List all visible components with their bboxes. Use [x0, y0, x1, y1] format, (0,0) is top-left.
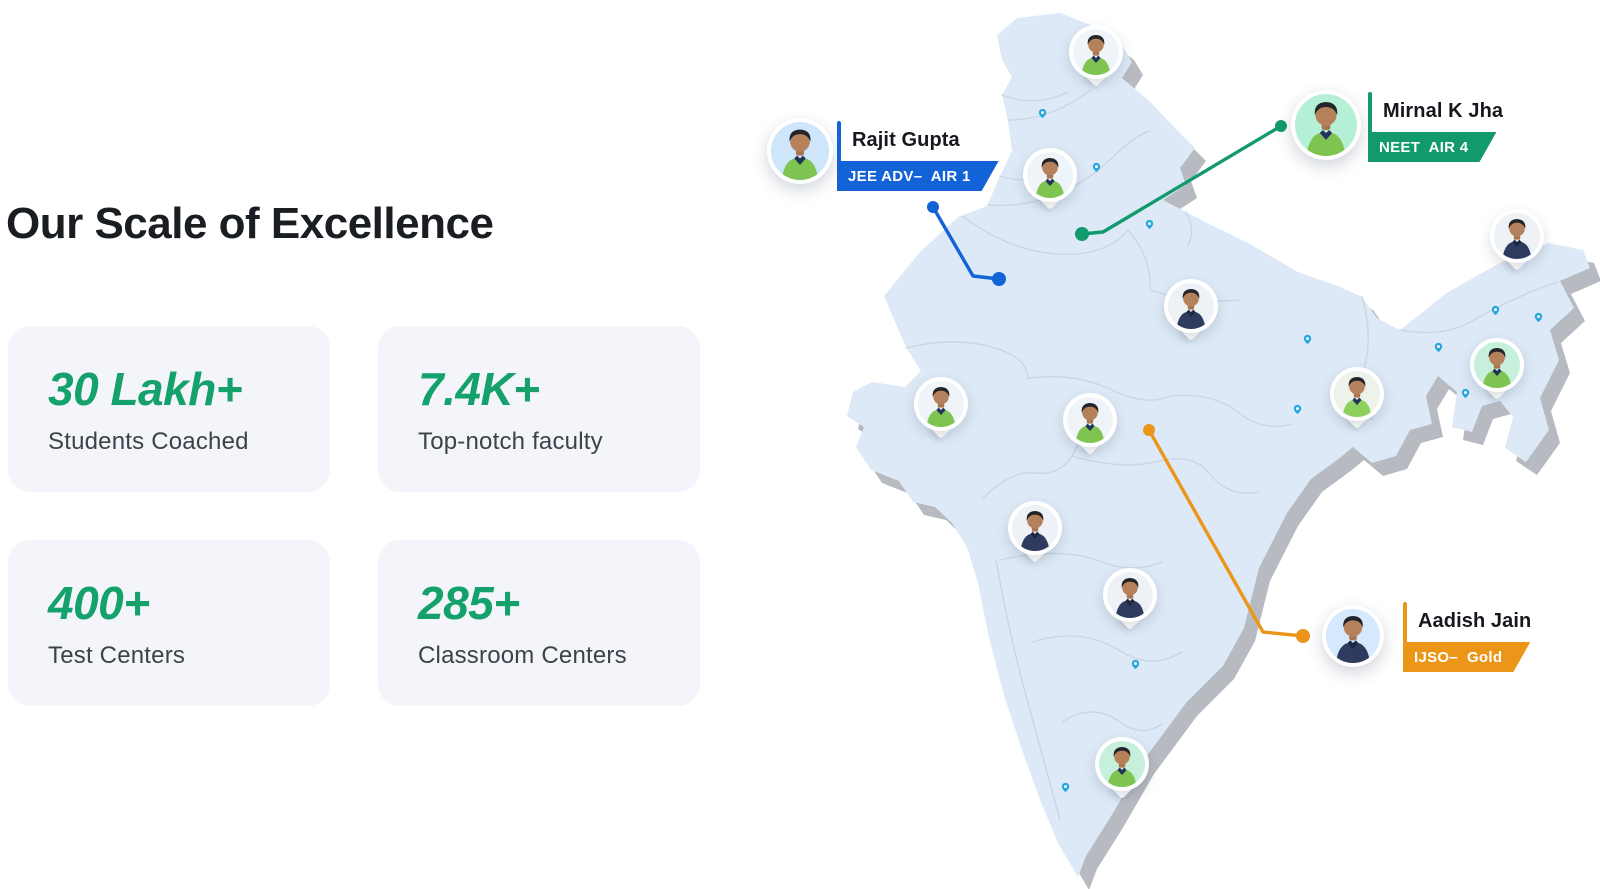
- location-pin-icon: [1533, 311, 1544, 324]
- callout-accent-line: [1403, 602, 1407, 647]
- connector-dot: [1296, 629, 1310, 643]
- stat-card-students-coached: 30 Lakh+ Students Coached: [1, 326, 330, 492]
- location-pin-icon: [1060, 781, 1071, 794]
- stat-value: 285+: [418, 577, 520, 629]
- connector-line: [1147, 428, 1305, 638]
- callout-accent-line: [1368, 92, 1372, 137]
- student-avatar-marker: [1023, 148, 1077, 211]
- topper-name: Aadish Jain: [1418, 610, 1532, 632]
- stat-value: 30 Lakh+: [48, 363, 243, 415]
- student-avatar-marker: [1470, 338, 1524, 401]
- student-photo: [1107, 572, 1153, 618]
- student-photo: [918, 381, 964, 427]
- student-photo: [1067, 397, 1113, 443]
- india-landmass: [847, 13, 1590, 877]
- student-photo: [1494, 213, 1540, 259]
- topper-callout-aadish-jain: Aadish Jain IJSO– Gold: [1403, 601, 1531, 672]
- connector-line: [1080, 124, 1283, 236]
- location-pin-icon: [1144, 218, 1155, 231]
- student-avatar-marker: [1103, 568, 1157, 631]
- topper-avatar-rajit-gupta: [767, 118, 833, 184]
- topper-photo: [1326, 609, 1380, 663]
- connector-lines: [927, 120, 1310, 643]
- achievement-badge: NEET AIR 4: [1368, 132, 1496, 162]
- connector-dot: [992, 272, 1006, 286]
- student-photo: [1334, 371, 1380, 417]
- location-pin-icon: [1433, 341, 1444, 354]
- topper-name: Mirnal K Jha: [1383, 100, 1504, 122]
- stat-card-faculty: 7.4K+ Top-notch faculty: [371, 326, 700, 492]
- topper-photo: [771, 122, 829, 180]
- student-avatar-marker: [1069, 25, 1123, 88]
- student-avatar-marker: [1164, 279, 1218, 342]
- callout-accent-line: [837, 121, 841, 166]
- student-avatar-marker: [1063, 393, 1117, 456]
- student-photo: [1474, 342, 1520, 388]
- connector-dot: [927, 201, 939, 213]
- student-photo: [1168, 283, 1214, 329]
- student-avatar-marker: [914, 377, 968, 440]
- student-avatar-marker: [1330, 367, 1384, 430]
- location-pin-icon: [1302, 333, 1313, 346]
- student-photo: [1073, 29, 1119, 75]
- stat-card-test-centers: 400+ Test Centers: [1, 540, 330, 706]
- connector-dot: [1143, 424, 1155, 436]
- location-pin-icon: [1490, 304, 1501, 317]
- stat-value: 400+: [48, 577, 150, 629]
- page-title: Our Scale of Excellence: [6, 199, 494, 249]
- connector-line: [931, 205, 1001, 281]
- stat-label: Test Centers: [48, 642, 186, 669]
- achievement-badge: JEE ADV– AIR 1: [837, 161, 999, 191]
- student-photo: [1099, 741, 1145, 787]
- topper-name: Rajit Gupta: [852, 129, 960, 151]
- stat-label: Classroom Centers: [418, 642, 627, 669]
- topper-callout-rajit-gupta: Rajit Gupta JEE ADV– AIR 1: [837, 120, 999, 191]
- student-photo: [1027, 152, 1073, 198]
- student-avatar-marker: [1490, 209, 1544, 272]
- location-pin-icon: [1091, 161, 1102, 174]
- student-avatar-marker: [1095, 737, 1149, 800]
- location-pin-icon: [1460, 387, 1471, 400]
- topper-callout-mirnal-k-jha: Mirnal K Jha NEET AIR 4: [1368, 91, 1503, 162]
- achievement-badge: IJSO– Gold: [1403, 642, 1530, 672]
- topper-avatar-mirnal-k-jha: [1291, 90, 1361, 160]
- location-pin-icon: [1130, 658, 1141, 671]
- stat-value: 7.4K+: [418, 363, 540, 415]
- stat-label: Top-notch faculty: [418, 428, 603, 455]
- state-borders: [905, 89, 1559, 821]
- stat-label: Students Coached: [48, 428, 249, 455]
- topper-avatar-aadish-jain: [1322, 605, 1384, 667]
- location-pin-icon: [1292, 403, 1303, 416]
- student-avatar-marker: [1008, 501, 1062, 564]
- location-pin-icon: [1037, 107, 1048, 120]
- student-photo: [1012, 505, 1058, 551]
- connector-dot: [1075, 227, 1089, 241]
- topper-photo: [1295, 94, 1357, 156]
- stat-card-classroom-centers: 285+ Classroom Centers: [371, 540, 700, 706]
- connector-dot: [1275, 120, 1287, 132]
